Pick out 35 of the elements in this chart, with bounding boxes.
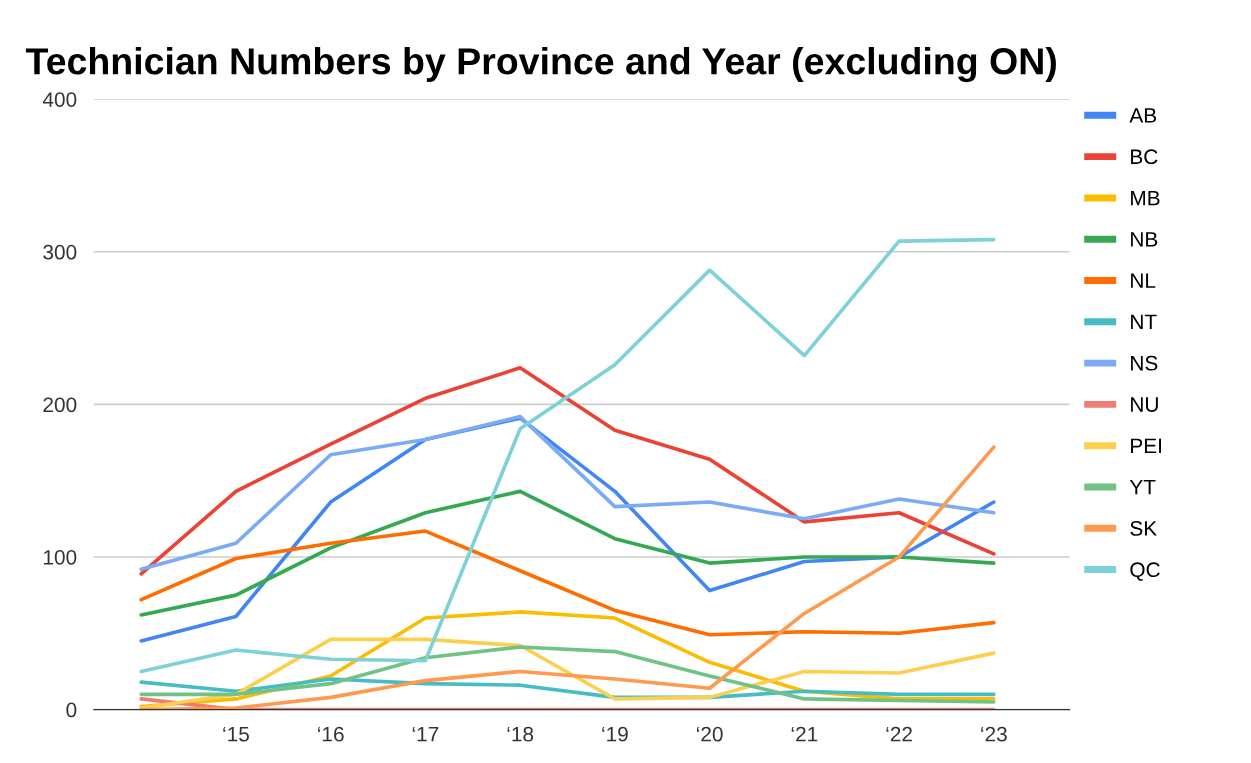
y-tick-label: 300 xyxy=(43,244,77,260)
legend-label: YT xyxy=(1129,479,1156,495)
legend-label: BC xyxy=(1131,149,1158,165)
x-tick-label: ‘19 xyxy=(602,726,628,742)
x-tick-label: ‘17 xyxy=(412,727,439,742)
legend-label: NL xyxy=(1131,273,1156,288)
y-tick-label: 0 xyxy=(66,702,77,718)
legend-label: NB xyxy=(1131,232,1158,247)
x-tick-label: ‘18 xyxy=(507,726,534,742)
legend-label: NS xyxy=(1131,355,1158,371)
x-tick-label: ‘21 xyxy=(791,726,818,742)
y-tick-label: 400 xyxy=(42,92,77,107)
x-tick-label: ‘16 xyxy=(318,726,344,742)
line-series xyxy=(139,237,996,674)
legend-label: NU xyxy=(1131,397,1158,412)
chart-title: Technician Numbers by Province and Year (excluding ON) xyxy=(25,47,1056,83)
legend-label: MB xyxy=(1131,190,1160,206)
x-tick-label: ‘20 xyxy=(697,726,723,742)
line-series xyxy=(139,645,996,704)
line-series xyxy=(139,365,996,576)
x-tick-label: ‘22 xyxy=(886,726,912,742)
x-tick-label: ‘23 xyxy=(981,726,1007,742)
line-series xyxy=(139,637,996,710)
line-series xyxy=(139,489,996,617)
legend-label: AB xyxy=(1129,108,1157,123)
legend-label: SK xyxy=(1130,521,1157,536)
line-series xyxy=(139,414,996,572)
legend-label: NT xyxy=(1131,314,1157,330)
line-series xyxy=(139,529,996,637)
y-tick-label: 200 xyxy=(43,397,77,413)
y-tick-label: 100 xyxy=(43,549,77,565)
legend-label: PEI xyxy=(1131,438,1162,453)
line-series xyxy=(139,445,996,710)
x-tick-label: ‘15 xyxy=(223,727,249,742)
legend-label: QC xyxy=(1130,562,1160,581)
